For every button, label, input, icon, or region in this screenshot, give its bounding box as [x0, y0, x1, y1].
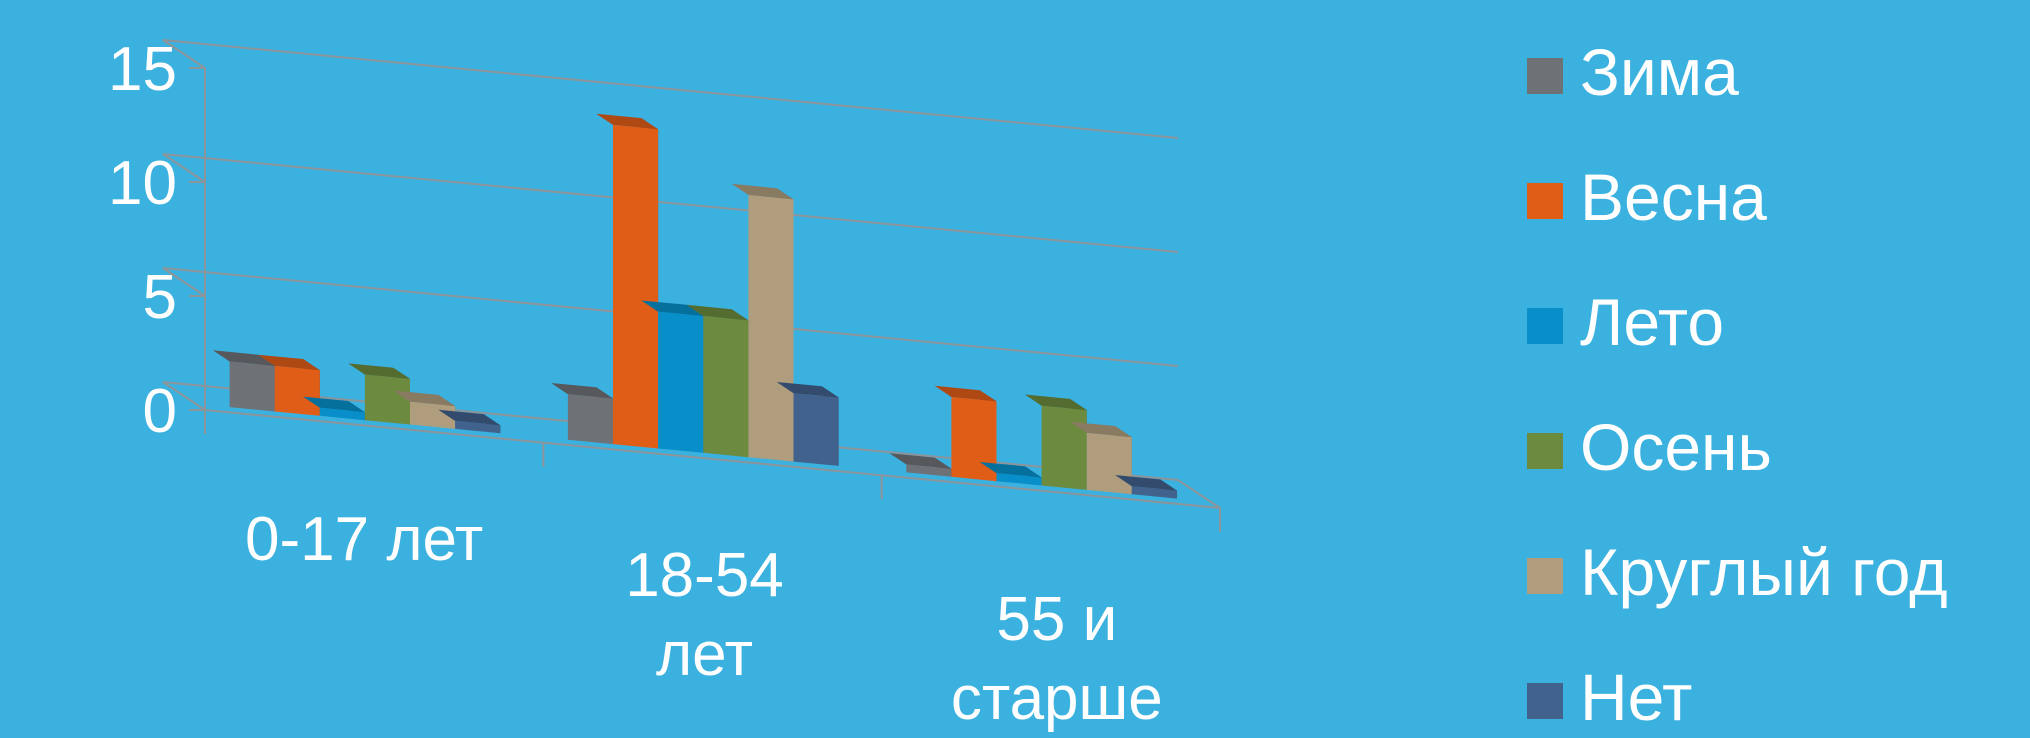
legend-swatch	[1527, 58, 1563, 94]
x-tick-label: 18-54	[625, 541, 784, 610]
legend-swatch	[1527, 683, 1563, 719]
bar-2-1	[934, 385, 997, 482]
y-axis-ticks: 0 5 10 15	[108, 35, 177, 446]
legend-swatch	[1527, 433, 1563, 469]
legend-item: Зима	[1527, 35, 1739, 109]
legend-swatch	[1527, 308, 1563, 344]
bar-0-2	[303, 396, 365, 421]
x-tick-label: старше	[951, 664, 1163, 733]
legend-label: Весна	[1580, 160, 1767, 234]
y-tick-label: 0	[143, 377, 177, 446]
axes	[189, 67, 1221, 532]
gridline	[162, 39, 1179, 139]
legend-item: Лето	[1527, 285, 1724, 359]
gridlines	[162, 39, 1179, 367]
legend-swatch	[1527, 183, 1563, 219]
legend-item: Осень	[1527, 410, 1772, 484]
legend-label: Круглый год	[1580, 535, 1948, 609]
legend-label: Осень	[1580, 410, 1772, 484]
legend-item: Весна	[1527, 160, 1767, 234]
y-tick-label: 10	[108, 149, 177, 218]
y-tick-label: 5	[143, 263, 177, 332]
bar-2-3	[1024, 394, 1087, 490]
legend: Зима Весна Лето Осень Круглый год Нет	[1527, 35, 1948, 734]
legend-item: Нет	[1527, 660, 1692, 734]
bar-1-4	[731, 183, 794, 462]
bar-0-0	[212, 350, 275, 412]
bar-1-1	[596, 113, 659, 449]
gridline	[162, 153, 1179, 253]
x-axis-ticks: 0-17 лет 18-54 лет 55 и старше	[245, 505, 1163, 733]
bar-2-0	[889, 453, 952, 477]
bar-1-3	[686, 304, 749, 458]
legend-label: Лето	[1580, 285, 1724, 359]
bars	[212, 113, 1177, 499]
gridline	[162, 267, 1179, 367]
x-tick-label: лет	[656, 620, 753, 689]
bar-0-4	[393, 390, 456, 429]
y-tick-label: 15	[108, 35, 177, 104]
bar-2-2	[979, 462, 1042, 486]
legend-item: Круглый год	[1527, 535, 1948, 609]
legend-label: Зима	[1580, 35, 1739, 109]
x-tick-label: 55 и	[996, 585, 1117, 654]
bar-1-5	[776, 382, 839, 466]
bar-0-5	[438, 409, 501, 434]
bar-1-0	[551, 383, 613, 445]
x-tick-label: 0-17 лет	[245, 505, 483, 574]
bar-2-5	[1115, 475, 1177, 499]
bar-1-2	[641, 300, 704, 453]
legend-swatch	[1527, 558, 1563, 594]
legend-label: Нет	[1580, 660, 1692, 734]
